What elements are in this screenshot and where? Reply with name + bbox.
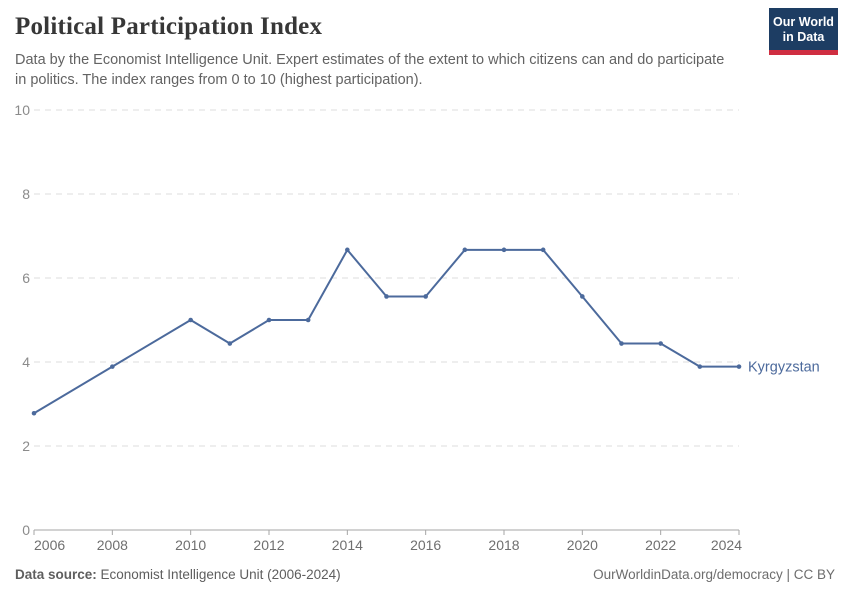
owid-logo-line2: in Data bbox=[782, 30, 825, 44]
data-point-2010[interactable] bbox=[188, 317, 193, 323]
x-tick-label-2020: 2020 bbox=[567, 537, 598, 553]
chart-subtitle-line1: Data by the Economist Intelligence Unit.… bbox=[15, 52, 725, 68]
chart-subtitle: Data by the Economist Intelligence Unit.… bbox=[15, 51, 724, 90]
data-point-2014[interactable] bbox=[345, 247, 350, 253]
data-point-2011[interactable] bbox=[227, 341, 233, 346]
owid-logo-line1: Our World bbox=[773, 15, 834, 29]
data-point-2022[interactable] bbox=[658, 341, 663, 346]
y-tick-label-8: 8 bbox=[22, 186, 30, 202]
x-tick-label-2018: 2018 bbox=[488, 537, 519, 553]
data-point-2006[interactable] bbox=[31, 410, 37, 416]
x-tick-label-2022: 2022 bbox=[645, 537, 676, 553]
chart-footer: Data source: Economist Intelligence Unit… bbox=[15, 567, 835, 582]
data-point-2008[interactable] bbox=[110, 364, 115, 369]
data-point-2012[interactable] bbox=[266, 317, 272, 323]
data-point-2016[interactable] bbox=[423, 294, 428, 299]
x-tick-label-2016: 2016 bbox=[410, 537, 441, 553]
data-point-2018[interactable] bbox=[501, 247, 507, 253]
license-link[interactable]: OurWorldinData.org/democracy | CC BY bbox=[593, 567, 835, 582]
data-source: Data source: Economist Intelligence Unit… bbox=[15, 567, 341, 582]
data-point-2019[interactable] bbox=[540, 247, 546, 253]
data-point-2024[interactable] bbox=[736, 364, 742, 369]
chart-subtitle-line2: in politics. The index ranges from 0 to … bbox=[15, 71, 423, 88]
data-point-2020[interactable] bbox=[580, 294, 585, 299]
data-point-2021[interactable] bbox=[619, 341, 624, 346]
series-label-kyrgyzstan: Kyrgyzstan bbox=[748, 360, 820, 376]
data-point-2015[interactable] bbox=[384, 294, 389, 299]
x-tick-label-2010: 2010 bbox=[175, 537, 206, 553]
owid-logo[interactable]: Our World in Data bbox=[769, 8, 838, 55]
data-point-2013[interactable] bbox=[305, 317, 311, 323]
x-tick-label-2006: 2006 bbox=[34, 537, 65, 553]
y-tick-label-2: 2 bbox=[22, 438, 30, 454]
y-tick-label-0: 0 bbox=[22, 522, 30, 538]
y-tick-label-6: 6 bbox=[22, 270, 30, 286]
data-point-2023[interactable] bbox=[697, 364, 703, 369]
x-tick-label-2012: 2012 bbox=[253, 537, 284, 553]
owid-logo-text: Our World in Data bbox=[769, 8, 838, 45]
data-source-label: Data source: bbox=[15, 567, 97, 582]
data-source-text: Economist Intelligence Unit (2006-2024) bbox=[96, 567, 341, 582]
owid-logo-stripe bbox=[769, 50, 838, 55]
x-tick-label-2008: 2008 bbox=[97, 537, 128, 553]
data-point-2017[interactable] bbox=[462, 247, 468, 253]
series-line-kyrgyzstan[interactable] bbox=[33, 248, 740, 415]
y-tick-label-10: 10 bbox=[14, 102, 30, 118]
x-tick-label-2024: 2024 bbox=[711, 537, 742, 553]
y-tick-label-4: 4 bbox=[22, 354, 30, 370]
x-tick-label-2014: 2014 bbox=[332, 537, 363, 553]
page-title: Political Participation Index bbox=[15, 13, 323, 40]
